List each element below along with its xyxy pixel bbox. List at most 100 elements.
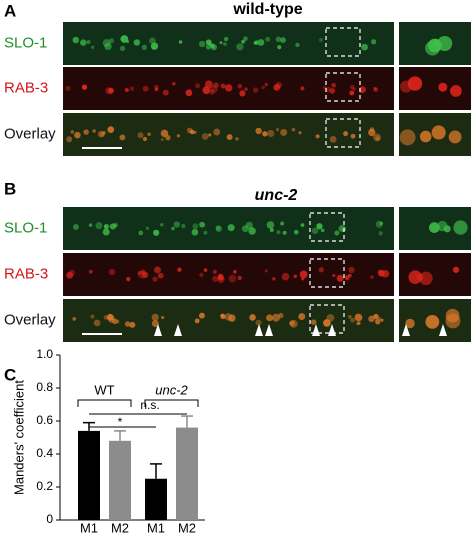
micrograph — [63, 22, 394, 65]
group-bracket — [144, 399, 199, 407]
puncta — [252, 87, 259, 93]
puncta — [198, 40, 206, 48]
puncta — [375, 318, 381, 325]
panel-title: wild-type — [232, 1, 302, 18]
puncta — [373, 133, 381, 142]
puncta — [266, 314, 273, 322]
puncta — [223, 36, 229, 42]
puncta — [368, 315, 375, 323]
puncta — [448, 130, 462, 144]
puncta — [438, 82, 448, 92]
puncta — [261, 85, 265, 90]
puncta — [80, 39, 87, 46]
puncta — [70, 130, 75, 134]
group-label: WT — [94, 382, 114, 397]
bar — [109, 440, 131, 520]
puncta — [203, 268, 208, 272]
puncta — [329, 135, 337, 143]
puncta — [226, 134, 233, 141]
y-tick-label: 1.0 — [36, 347, 53, 361]
puncta — [220, 313, 226, 320]
puncta — [453, 220, 468, 235]
puncta — [208, 133, 212, 137]
puncta — [151, 313, 159, 321]
puncta — [223, 42, 227, 46]
puncta — [329, 88, 336, 94]
puncta — [334, 230, 340, 236]
puncta — [173, 221, 181, 228]
puncta — [124, 321, 131, 327]
puncta — [108, 38, 115, 44]
puncta — [379, 221, 384, 226]
x-tick-label: M1 — [80, 520, 98, 535]
roi-box — [309, 304, 345, 334]
roi-box — [325, 118, 361, 148]
puncta — [185, 89, 193, 97]
puncta — [115, 319, 120, 324]
panel-label: A — [4, 1, 16, 20]
puncta — [428, 222, 440, 233]
puncta — [275, 81, 283, 89]
puncta — [375, 136, 380, 141]
bar — [78, 430, 100, 520]
puncta — [450, 85, 462, 97]
puncta — [244, 87, 248, 91]
puncta — [311, 227, 319, 235]
puncta — [266, 221, 275, 229]
arrowhead — [328, 324, 336, 336]
puncta — [178, 40, 183, 44]
puncta — [349, 90, 355, 96]
puncta — [199, 272, 204, 278]
group-label: unc-2 — [155, 382, 188, 397]
puncta — [192, 223, 199, 230]
puncta — [300, 223, 305, 227]
puncta — [425, 315, 440, 329]
puncta — [81, 84, 87, 90]
puncta — [126, 39, 130, 44]
puncta — [203, 230, 208, 235]
puncta — [298, 313, 306, 321]
puncta — [160, 129, 169, 138]
puncta — [380, 318, 384, 322]
puncta — [249, 314, 256, 321]
puncta — [272, 277, 276, 281]
puncta — [138, 230, 144, 236]
puncta — [255, 319, 262, 326]
arrowhead — [265, 324, 273, 336]
micrograph — [63, 253, 394, 296]
puncta — [350, 317, 356, 323]
puncta — [419, 271, 433, 286]
puncta — [399, 129, 416, 146]
puncta — [262, 131, 268, 137]
puncta — [137, 271, 142, 275]
puncta — [369, 127, 375, 132]
puncta — [275, 36, 282, 43]
puncta — [86, 39, 91, 45]
row-label: SLO-1 — [4, 219, 47, 236]
puncta — [371, 39, 377, 45]
puncta — [378, 231, 383, 236]
puncta — [204, 80, 213, 89]
puncta — [152, 276, 158, 282]
puncta — [66, 271, 74, 279]
y-axis-label: Manders' coefficient — [11, 380, 26, 495]
puncta — [220, 83, 226, 89]
puncta — [129, 86, 135, 92]
puncta — [282, 230, 287, 235]
puncta — [300, 86, 305, 91]
puncta — [267, 129, 275, 138]
puncta — [109, 223, 116, 230]
puncta — [237, 83, 243, 89]
puncta — [159, 222, 164, 227]
puncta — [177, 267, 182, 272]
puncta — [264, 82, 268, 87]
x-tick-label: M2 — [178, 520, 196, 535]
puncta — [243, 36, 248, 42]
puncta — [171, 226, 175, 231]
puncta — [217, 274, 224, 281]
puncta — [92, 129, 97, 133]
puncta — [265, 36, 271, 42]
puncta — [293, 229, 299, 235]
puncta — [95, 222, 103, 230]
roi-box — [309, 258, 345, 288]
